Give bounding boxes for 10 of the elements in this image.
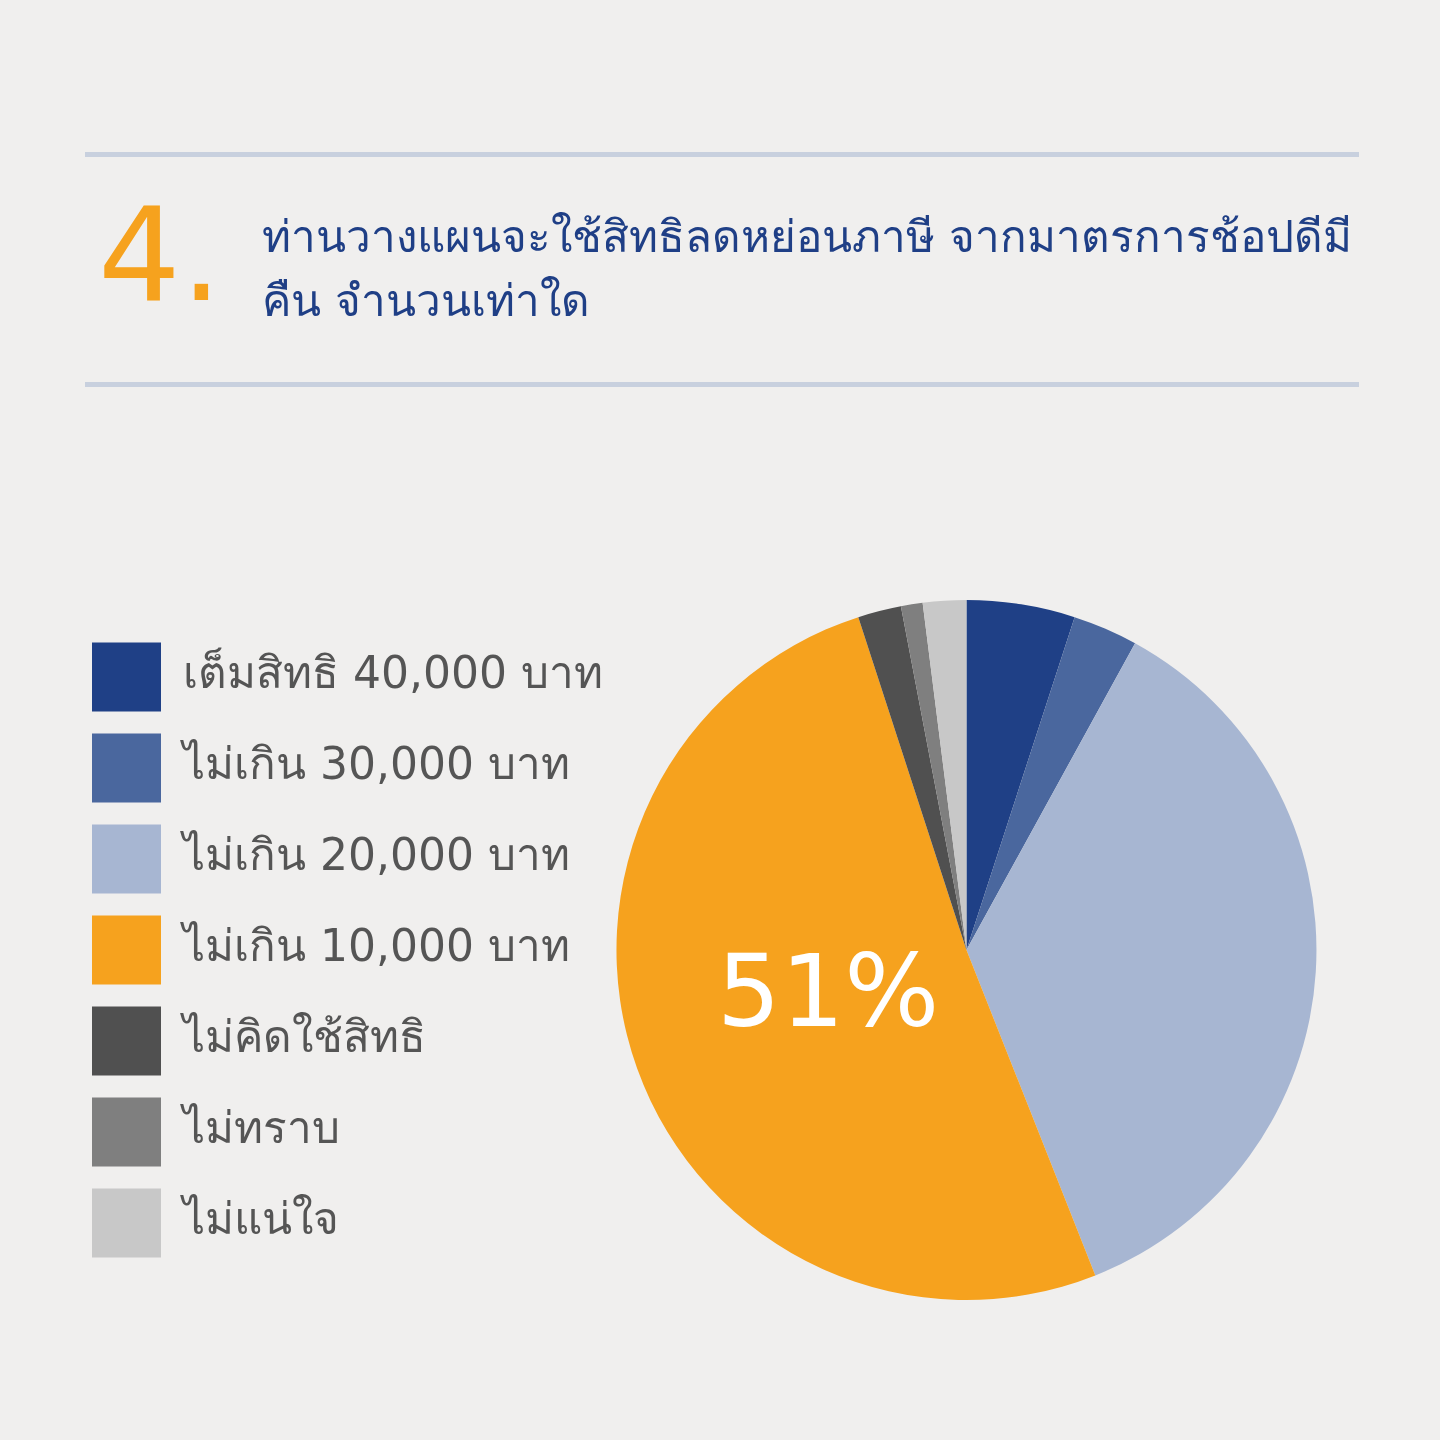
legend-label: ไม่เกิน 20,000 บาท [180,829,570,881]
legend-label: ไม่คิดใช้สิทธิ [180,1011,426,1063]
data-label: 51% [717,932,940,1050]
chart-title: ท่านวางแผนจะใช้สิทธิลดหย่อนภาษี จากมาตรการช้อปดีมีคืน จำนวนเท่าใด [262,210,1353,328]
legend-label: เต็มสิทธิ 40,000 บาท [183,647,603,699]
legend-label: ไม่ทราบ [180,1102,340,1154]
legend-label: ไม่เกิน 10,000 บาท [180,920,570,972]
text: 4. [98,179,223,331]
legend-label: ไม่เกิน 30,000 บาท [180,738,570,790]
legend-label: ไม่แน่ใจ [180,1193,339,1245]
